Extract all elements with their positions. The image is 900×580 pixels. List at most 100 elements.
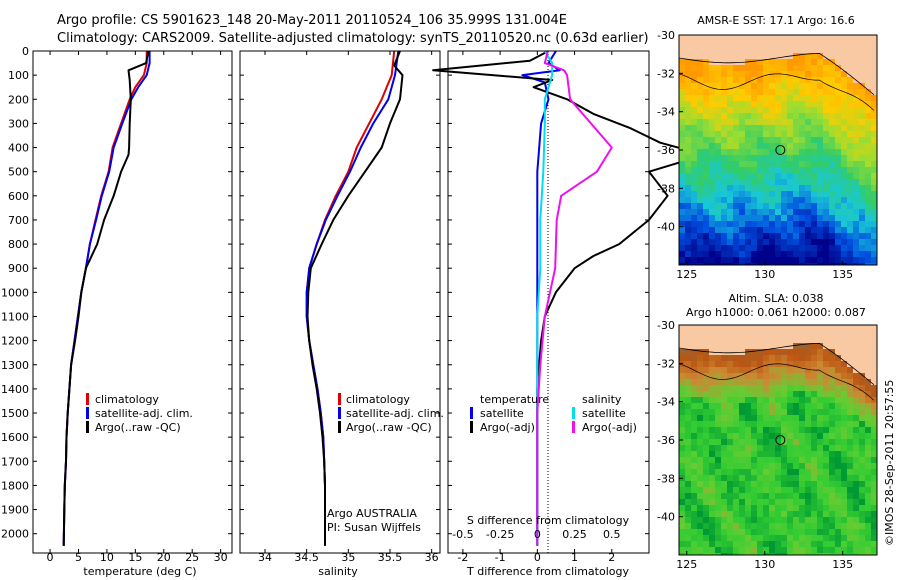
- map-cell: [691, 89, 697, 95]
- map-cell: [775, 149, 781, 155]
- map-cell: [841, 209, 847, 215]
- map-cell: [853, 95, 859, 101]
- map-cell: [817, 227, 823, 233]
- map-cell: [751, 397, 757, 403]
- map-cell: [763, 47, 769, 53]
- map-cell: [805, 35, 811, 41]
- map-cell: [727, 409, 733, 415]
- map-cell: [769, 173, 775, 179]
- difference-legend: temperature salinity satellite Argo(-adj…: [470, 393, 637, 434]
- map-cell: [781, 541, 787, 547]
- map-cell: [829, 409, 835, 415]
- map-cell: [811, 547, 817, 553]
- map-cell: [751, 77, 757, 83]
- map-cell: [805, 77, 811, 83]
- map-cell: [799, 209, 805, 215]
- map-cell: [847, 185, 853, 191]
- map-cell: [685, 137, 691, 143]
- map-cell: [847, 523, 853, 529]
- map-cell: [841, 101, 847, 107]
- map-cell: [871, 221, 877, 227]
- map-cell: [745, 331, 751, 337]
- map-cell: [709, 337, 715, 343]
- map-cell: [751, 59, 757, 65]
- map-cell: [799, 481, 805, 487]
- map-cell: [841, 547, 847, 553]
- map-cell: [823, 349, 829, 355]
- map-cell: [685, 511, 691, 517]
- temperature-xlabel: temperature (deg C): [83, 565, 196, 578]
- map-cell: [835, 203, 841, 209]
- map-cell: [781, 209, 787, 215]
- map-cell: [763, 233, 769, 239]
- map-cell: [799, 361, 805, 367]
- map-cell: [715, 541, 721, 547]
- map-cell: [715, 149, 721, 155]
- map-cell: [817, 221, 823, 227]
- map-cell: [679, 367, 685, 373]
- map-cell: [763, 553, 769, 555]
- map-cell: [823, 523, 829, 529]
- map-cell: [763, 457, 769, 463]
- map-cell: [853, 203, 859, 209]
- map-cell: [685, 203, 691, 209]
- map-y-tick-label: -32: [657, 357, 675, 370]
- map-cell: [745, 95, 751, 101]
- map-cell: [679, 445, 685, 451]
- y-tick-label: 800: [8, 238, 29, 251]
- map-cell: [715, 53, 721, 59]
- map-cell: [721, 227, 727, 233]
- map-cell: [715, 385, 721, 391]
- map-cell: [769, 331, 775, 337]
- map-cell: [823, 517, 829, 523]
- map-cell: [685, 239, 691, 245]
- map-cell: [751, 463, 757, 469]
- map-cell: [733, 517, 739, 523]
- s-tick-label: -0.5: [452, 528, 473, 541]
- map-cell: [721, 439, 727, 445]
- map-cell: [685, 245, 691, 251]
- map-cell: [793, 433, 799, 439]
- map-cell: [739, 137, 745, 143]
- map-cell: [811, 499, 817, 505]
- map-cell: [727, 463, 733, 469]
- map-cell: [853, 379, 859, 385]
- map-cell: [769, 227, 775, 233]
- map-cell: [811, 239, 817, 245]
- map-cell: [763, 191, 769, 197]
- map-cell: [703, 65, 709, 71]
- map-cell: [763, 209, 769, 215]
- map-cell: [679, 89, 685, 95]
- map-cell: [679, 349, 685, 355]
- map-cell: [697, 535, 703, 541]
- map-cell: [691, 427, 697, 433]
- map-cell: [685, 523, 691, 529]
- map-cell: [817, 179, 823, 185]
- map-cell: [751, 191, 757, 197]
- map-cell: [703, 155, 709, 161]
- map-cell: [745, 215, 751, 221]
- map-cell: [691, 101, 697, 107]
- map-cell: [697, 445, 703, 451]
- map-cell: [835, 251, 841, 257]
- map-cell: [721, 379, 727, 385]
- map-cell: [757, 113, 763, 119]
- map-cell: [715, 529, 721, 535]
- map-cell: [775, 155, 781, 161]
- map-cell: [697, 65, 703, 71]
- map-cell: [691, 41, 697, 47]
- map-cell: [733, 191, 739, 197]
- map-cell: [733, 71, 739, 77]
- map-cell: [793, 499, 799, 505]
- map-cell: [721, 83, 727, 89]
- map-cell: [871, 511, 877, 517]
- map-cell: [751, 415, 757, 421]
- map-cell: [799, 119, 805, 125]
- map-cell: [769, 137, 775, 143]
- map-cell: [721, 475, 727, 481]
- map-cell: [775, 421, 781, 427]
- map-cell: [691, 107, 697, 113]
- map-cell: [793, 155, 799, 161]
- map-cell: [679, 65, 685, 71]
- map-cell: [847, 397, 853, 403]
